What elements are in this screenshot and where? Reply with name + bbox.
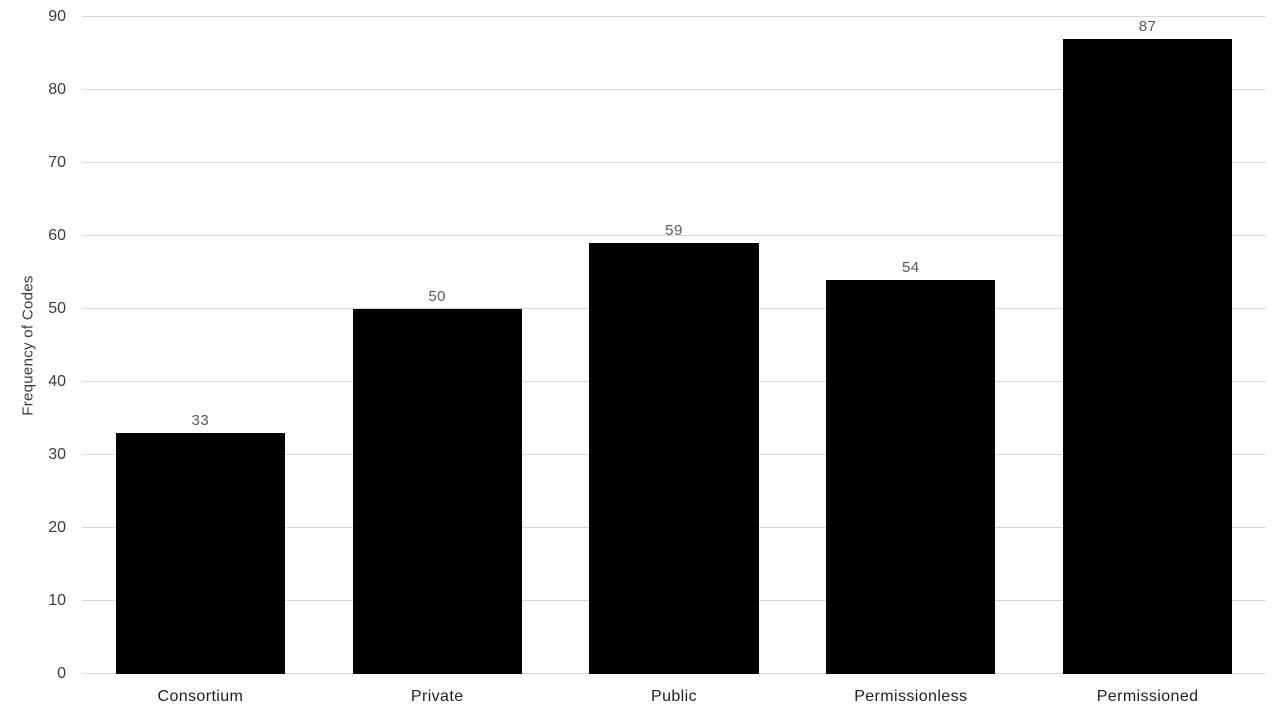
x-category-label: Permissioned [1096,688,1199,705]
bar-group-public: 59 [556,17,793,674]
data-label: 50 [428,288,447,305]
gridline-y-90 [82,16,1266,17]
y-axis-tick-labels: 0 10 20 30 40 50 60 70 80 90 [0,8,66,682]
x-category-label: Private [410,688,464,705]
y-tick-label-60: 60 [48,227,66,245]
bar-group-permissioned: 87 [1029,17,1266,674]
data-label: 33 [191,412,210,430]
bars-container: 33 50 59 54 87 [82,17,1266,674]
y-tick-label-70: 70 [48,154,66,171]
bar-group-private: 50 [319,17,556,674]
gridline-y-60 [82,235,1266,236]
bar [589,243,759,674]
gridline-y-80 [82,89,1266,91]
y-tick-label-50: 50 [48,300,66,317]
y-tick-label-0: 0 [57,665,66,682]
gridline-y-70 [82,162,1266,163]
bar [1062,38,1233,674]
plot-area: 33 50 59 54 87 [82,16,1266,674]
y-tick-label-80: 80 [48,81,66,99]
bar-group-consortium: 33 [82,17,319,674]
data-label: 87 [1138,17,1157,35]
data-label: 59 [665,222,683,240]
x-category-label: Consortium [157,688,244,705]
data-label: 54 [901,258,920,276]
bar [826,279,996,674]
y-tick-label-40: 40 [48,373,66,391]
y-tick-label-20: 20 [48,519,66,537]
x-axis-category-labels: Consortium Private Public Permissionless Per… [82,688,1266,706]
bar [352,309,522,674]
y-tick-label-10: 10 [48,592,66,610]
bar-group-permissionless: 54 [792,17,1029,674]
x-category-label: Permissionless [854,688,968,705]
y-tick-label-90: 90 [48,8,66,25]
y-tick-label-30: 30 [48,446,66,464]
bar [115,433,286,674]
x-category-label: Public [651,688,697,705]
